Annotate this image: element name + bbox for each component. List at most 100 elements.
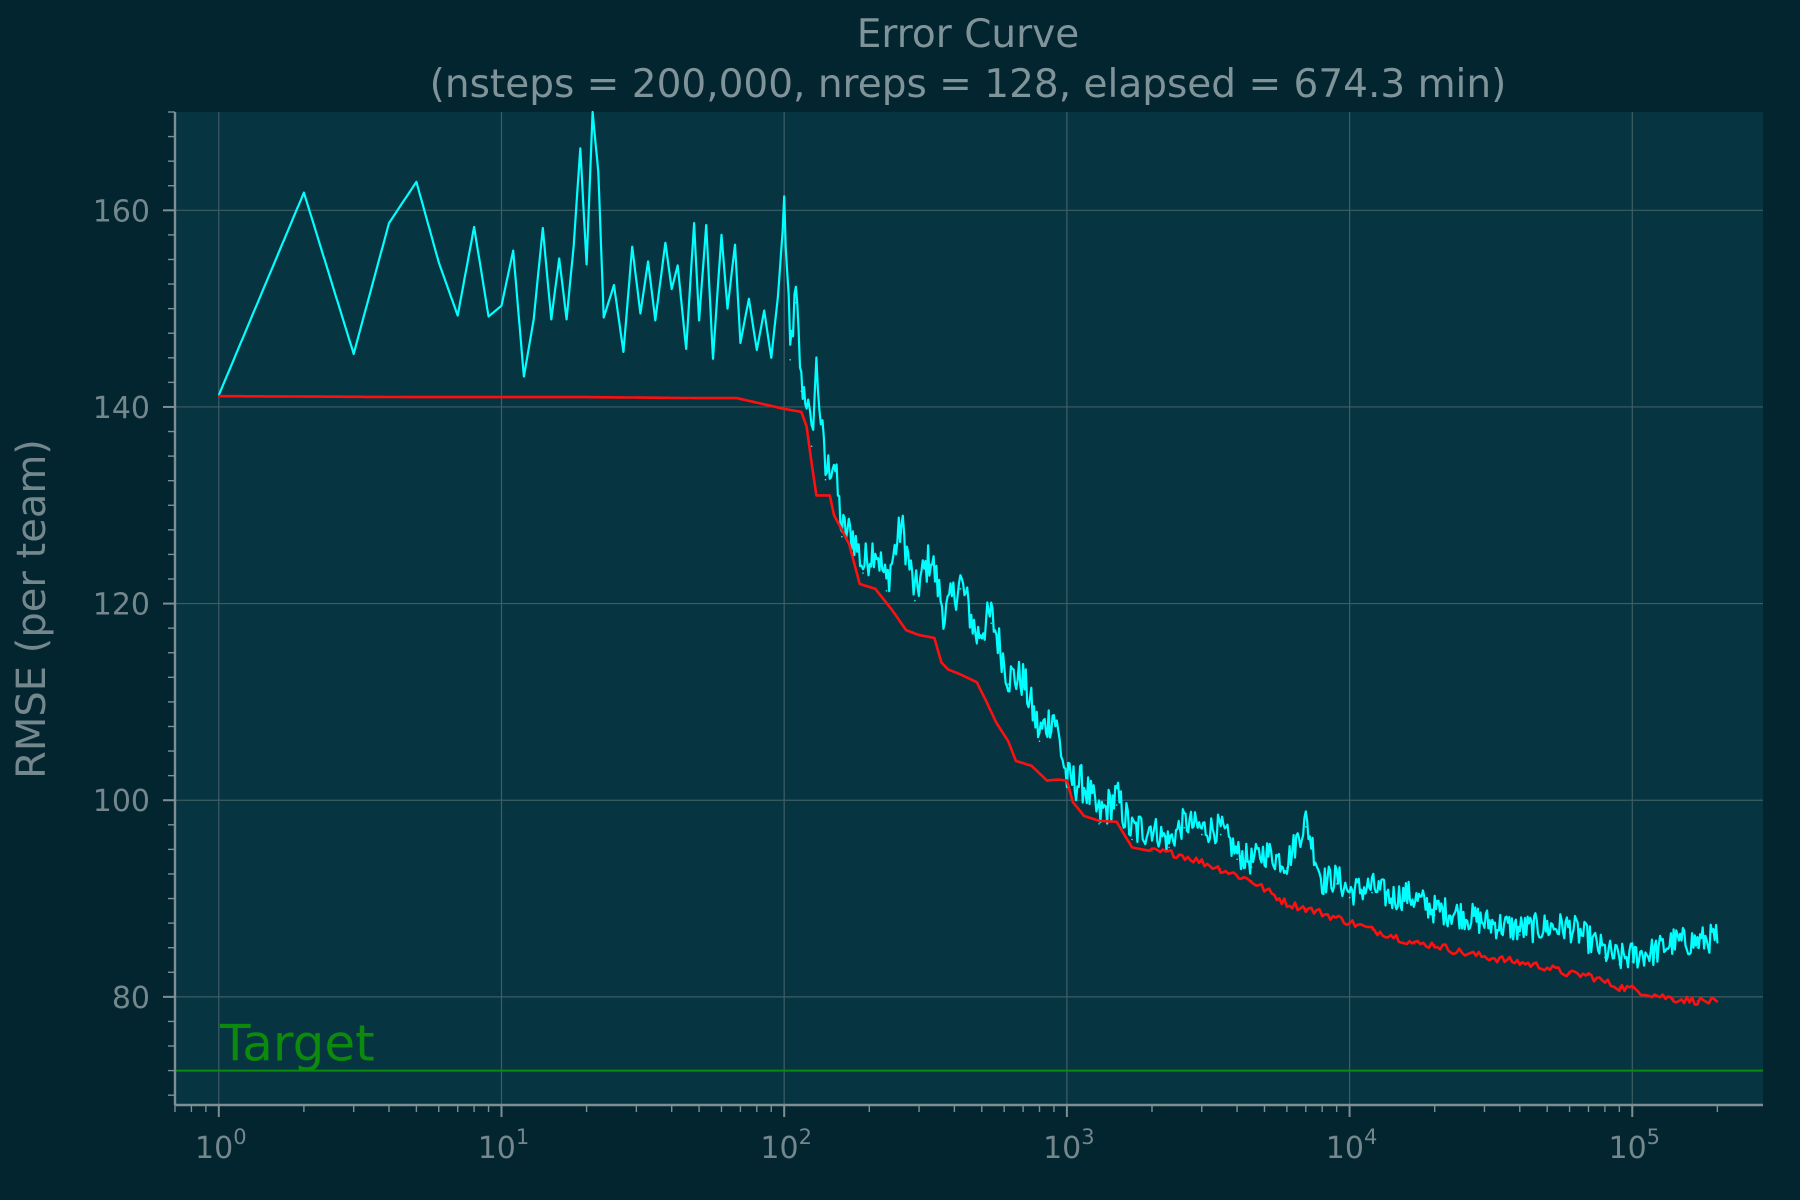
chart-title: Error Curve	[857, 12, 1080, 57]
best-error-point	[736, 397, 738, 399]
current-error-point	[1098, 823, 1100, 825]
best-error-point	[1201, 861, 1203, 863]
best-error-point	[1321, 912, 1323, 915]
best-error-point	[994, 720, 997, 723]
current-error-point	[930, 563, 932, 566]
current-error-point	[874, 552, 877, 555]
current-error-point	[542, 227, 544, 229]
best-error-point	[1631, 988, 1634, 990]
best-error-point	[1433, 943, 1436, 946]
target-group: Target	[175, 1015, 1763, 1073]
current-error-point	[1519, 934, 1521, 936]
best-error-point	[1546, 966, 1548, 969]
best-error-point	[829, 494, 831, 497]
best-error-point	[947, 668, 949, 671]
current-error-point	[676, 264, 679, 267]
current-error-point	[1433, 914, 1436, 916]
best-error-point	[1390, 934, 1392, 936]
current-error-point	[959, 588, 962, 590]
current-error-point	[1321, 885, 1323, 888]
best-error-point	[1587, 974, 1590, 976]
current-error-point	[565, 318, 568, 321]
current-error-point	[805, 404, 808, 406]
current-error-point	[756, 349, 758, 351]
x-tick-label: 102	[760, 1125, 812, 1166]
current-error-point	[1038, 740, 1041, 742]
current-error-point	[1007, 683, 1009, 685]
chart-subtitle: (nsteps = 200,000, nreps = 128, elapsed …	[430, 62, 1507, 107]
current-error-point	[602, 316, 605, 319]
best-error-point	[1083, 815, 1085, 817]
best-error-point	[783, 408, 785, 410]
best-error-point	[1604, 981, 1606, 983]
current-error-point	[705, 224, 707, 226]
best-error-point	[500, 396, 503, 398]
y-tick-label: 160	[93, 194, 150, 229]
x-tick-label: 101	[478, 1125, 530, 1166]
current-error-point	[739, 342, 742, 344]
current-error-point	[976, 643, 978, 645]
current-error-point	[1653, 956, 1656, 959]
current-error-point	[693, 222, 695, 224]
current-error-point	[726, 307, 729, 310]
best-error-point	[1178, 853, 1181, 856]
best-error-point	[1066, 779, 1068, 782]
best-error-point	[1716, 1001, 1719, 1003]
current-error-point	[763, 309, 765, 312]
current-error-point	[833, 467, 835, 469]
current-error-point	[1546, 932, 1548, 934]
current-error-point	[734, 243, 736, 246]
y-tick-label: 80	[112, 981, 150, 1016]
best-error-point	[1672, 998, 1675, 1000]
current-error-point	[523, 375, 525, 378]
current-error-point	[456, 314, 459, 317]
current-error-point	[579, 147, 582, 150]
best-error-point	[815, 494, 818, 497]
current-error-point	[500, 304, 503, 307]
best-error-point	[905, 629, 907, 631]
current-error-point	[388, 222, 390, 224]
best-error-point	[1413, 943, 1416, 945]
best-error-point	[218, 395, 220, 397]
current-error-point	[1335, 883, 1338, 885]
current-error-point	[1406, 899, 1409, 902]
best-error-point	[1305, 907, 1307, 910]
current-error-point	[685, 348, 687, 350]
best-error-point	[918, 634, 920, 636]
y-tick-label: 120	[93, 588, 150, 623]
current-error-point	[712, 358, 714, 360]
current-error-point	[1168, 846, 1170, 849]
current-error-point	[777, 296, 779, 298]
best-error-point	[1371, 929, 1373, 931]
current-error-point	[800, 390, 803, 393]
best-error-point	[1115, 821, 1118, 823]
current-error-point	[1201, 833, 1203, 836]
current-error-point	[1305, 826, 1307, 828]
current-error-point	[572, 244, 575, 247]
current-error-point	[824, 478, 827, 481]
current-error-point	[1263, 857, 1266, 859]
current-error-point	[1696, 946, 1699, 949]
current-error-point	[783, 209, 785, 212]
current-error-point	[1115, 804, 1118, 806]
best-error-point	[585, 396, 588, 398]
current-error-point	[1587, 943, 1590, 946]
best-error-point	[976, 681, 978, 683]
current-error-point	[1053, 720, 1055, 723]
current-error-point	[512, 249, 514, 252]
best-error-point	[1098, 820, 1100, 822]
best-error-point	[890, 608, 893, 611]
grid	[175, 112, 1763, 1105]
best-error-point	[1131, 846, 1133, 849]
axes: 80 100 120 140 160 100 101 102 103 104 105	[93, 111, 1763, 1166]
best-error-point	[1519, 961, 1521, 964]
current-error-point	[1604, 956, 1606, 959]
current-error-point	[1568, 932, 1571, 934]
current-error-point	[639, 312, 642, 315]
best-error-point	[810, 462, 813, 464]
best-error-point	[1483, 955, 1486, 958]
current-error-point	[352, 353, 355, 355]
current-error-point	[1219, 833, 1222, 836]
current-error-point	[647, 260, 649, 263]
